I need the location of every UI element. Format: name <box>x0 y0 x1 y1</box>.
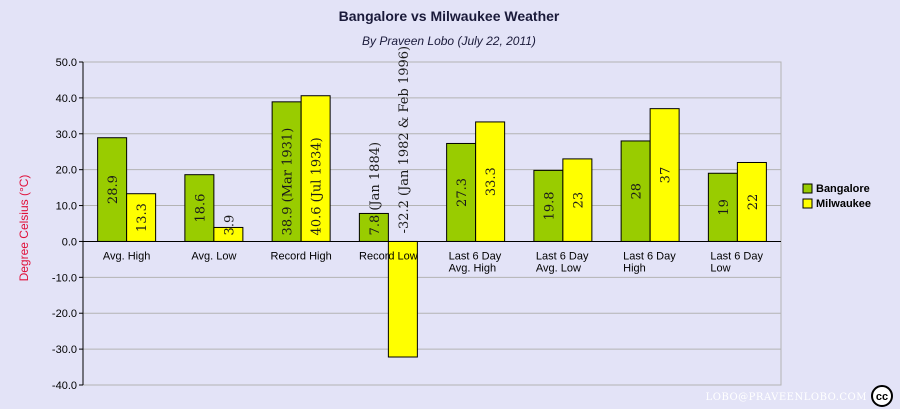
bar-bangalore <box>271 101 302 242</box>
bar-bangalore <box>358 212 389 242</box>
data-label-bangalore: 19.8 <box>542 191 557 220</box>
y-tick-label: -10.0 <box>52 272 77 284</box>
category-label: Record Low <box>359 250 418 262</box>
category-label: Record High <box>271 250 332 262</box>
legend-label-bangalore: Bangalore <box>816 183 870 195</box>
chart-title: Bangalore vs Milwaukee Weather <box>339 8 560 24</box>
y-tick-label: 0.0 <box>62 236 77 248</box>
bar-milwaukee <box>126 193 157 242</box>
category-labels: Avg. High Avg. Low Record High Record Low La… <box>103 250 764 274</box>
bar-milwaukee <box>562 158 593 242</box>
cc-icon-text: cc <box>876 391 888 403</box>
data-label-bangalore: 7.8 (Jan 1884) <box>368 142 383 236</box>
y-tick-label: 20.0 <box>56 165 77 177</box>
data-label-bangalore: 28 <box>630 183 645 200</box>
watermark: LOBO@PRAVEENLOBO.COM cc <box>706 385 893 407</box>
legend: Bangalore Milwaukee <box>802 183 871 210</box>
category-label: Last 6 Day <box>623 250 676 262</box>
y-tick-label: 40.0 <box>56 93 77 105</box>
category-label: High <box>623 262 646 274</box>
y-axis-ticks: 50.0 40.0 30.0 20.0 10.0 0.0 -10.0 -20.0 -30.0 -4… <box>52 57 84 392</box>
data-label-milwaukee: 3.9 <box>222 215 237 236</box>
bar-bangalore <box>97 137 128 242</box>
y-tick-label: -30.0 <box>52 344 77 356</box>
creative-commons-icon: cc <box>871 385 893 407</box>
data-label-bangalore: 18.6 <box>193 194 208 223</box>
category-label: Last 6 Day <box>710 250 763 262</box>
watermark-text: LOBO@PRAVEENLOBO.COM <box>706 392 867 403</box>
data-label-bangalore: 28.9 <box>106 175 121 204</box>
bar-bangalore <box>707 172 738 242</box>
y-tick-label: 50.0 <box>56 57 77 69</box>
chart-subtitle: By Praveen Lobo (July 22, 2011) <box>362 34 536 48</box>
category-label: Last 6 Day <box>536 250 589 262</box>
data-labels: 28.9 18.6 38.9 (Mar 1931) 7.8 (Jan 1884) 27.… <box>106 46 761 236</box>
y-tick-label: 10.0 <box>56 201 77 213</box>
data-label-milwaukee: 37 <box>659 167 674 184</box>
bar-bangalore <box>446 142 477 242</box>
data-label-bangalore: 38.9 (Mar 1931) <box>281 128 296 236</box>
bar-milwaukee <box>300 95 331 242</box>
data-label-milwaukee: 22 <box>746 194 761 211</box>
y-tick-label: 30.0 <box>56 129 77 141</box>
y-tick-label: -40.0 <box>52 380 77 392</box>
bar-bangalore <box>533 169 564 242</box>
category-label: Low <box>710 262 730 274</box>
y-tick-label: -20.0 <box>52 308 77 320</box>
data-label-milwaukee: 40.6 (Jul 1934) <box>310 137 325 235</box>
data-label-milwaukee: -32.2 (Jan 1982 & Feb 1996) <box>397 46 412 234</box>
bar-milwaukee <box>649 108 680 242</box>
legend-swatch-milwaukee <box>802 198 813 209</box>
bar-milwaukee <box>387 240 418 358</box>
legend-swatch-bangalore <box>802 183 813 194</box>
data-label-milwaukee: 13.3 <box>135 203 150 232</box>
category-label: Avg. Low <box>191 250 236 262</box>
data-label-bangalore: 19 <box>717 199 732 216</box>
bar-milwaukee <box>736 161 767 242</box>
category-label: Avg. High <box>449 262 497 274</box>
category-label: Last 6 Day <box>449 250 502 262</box>
legend-label-milwaukee: Milwaukee <box>816 198 871 210</box>
data-label-milwaukee: 23 <box>571 192 586 209</box>
category-label: Avg. Low <box>536 262 581 274</box>
bar-milwaukee <box>475 121 506 242</box>
y-axis-label: Degree Celsius (°C) <box>17 175 31 282</box>
data-label-milwaukee: 33.3 <box>484 167 499 196</box>
category-label: Avg. High <box>103 250 151 262</box>
data-label-bangalore: 27.3 <box>455 178 470 207</box>
